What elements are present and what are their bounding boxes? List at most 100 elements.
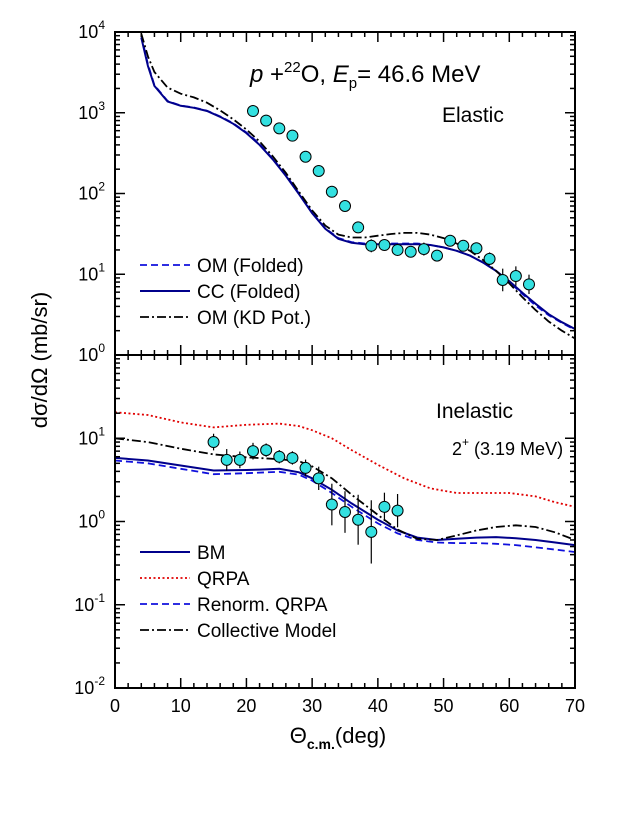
bot-data-point <box>247 442 259 460</box>
bottom-data-points <box>207 433 404 564</box>
xtick-label: 50 <box>434 696 454 716</box>
top-data-point <box>365 239 378 253</box>
top-data-point <box>417 242 430 256</box>
bot-data-point <box>378 492 391 521</box>
top-legend-label: OM (Folded) <box>197 256 304 277</box>
bot-marker <box>273 450 286 463</box>
bot-data-point <box>299 459 312 477</box>
bot-ytick-label: 10-2 <box>74 674 105 698</box>
x-axis-ticks: 0 10 20 30 40 50 60 70 <box>110 32 585 716</box>
top-data-point <box>509 266 522 286</box>
title-plus: + <box>263 61 284 88</box>
bot-marker <box>312 472 325 485</box>
bot-data-point <box>312 466 325 490</box>
top-legend-entry: OM (KD Pot.) <box>140 308 311 329</box>
bot-data-point <box>352 494 365 545</box>
top-marker <box>312 164 325 177</box>
top-ytick-label: 102 <box>78 180 105 204</box>
bot-marker <box>260 444 273 457</box>
top-data-point <box>483 252 496 266</box>
bot-data-point <box>220 449 233 471</box>
top-marker <box>523 278 535 291</box>
top-data-point <box>299 150 312 163</box>
y-axis-label: dσ/dΩ (mb/sr) <box>27 292 52 428</box>
top-marker <box>339 200 351 213</box>
top-legend-entry: CC (Folded) <box>140 282 300 303</box>
bot-series-0-line <box>115 456 575 547</box>
bot-data-point <box>207 433 220 451</box>
bottom-legend: BM QRPA Renorm. QRPA Collective Model <box>140 543 336 642</box>
top-data-point <box>444 234 457 247</box>
top-data-point <box>391 243 404 256</box>
top-marker <box>444 234 457 247</box>
top-marker <box>470 242 483 255</box>
xtick-label: 70 <box>565 696 585 716</box>
top-legend-label: OM (KD Pot.) <box>197 308 311 329</box>
inelastic-label: Inelastic <box>436 400 513 423</box>
top-ytick-label: 103 <box>78 99 105 123</box>
bot-marker <box>365 525 378 538</box>
bot-data-point <box>391 493 404 528</box>
top-ytick-label: 104 <box>78 18 105 42</box>
bot-marker <box>378 500 391 513</box>
elastic-title: p +22O, Ep= 46.6 MeV <box>249 59 481 92</box>
top-marker <box>299 150 312 163</box>
xlabel-sub: c.m. <box>307 736 335 752</box>
top-marker <box>273 122 286 135</box>
bot-legend-entry: Renorm. QRPA <box>140 595 328 616</box>
bot-marker <box>220 453 233 466</box>
xtick-label: 10 <box>171 696 191 716</box>
bot-marker <box>352 513 365 526</box>
top-legend-label: CC (Folded) <box>197 282 300 303</box>
title-Esub: p <box>349 75 357 92</box>
top-data-point <box>286 129 299 142</box>
bot-data-point <box>233 451 246 469</box>
bot-data-point <box>325 483 338 526</box>
top-data-point <box>312 164 325 177</box>
top-legend-entry: OM (Folded) <box>140 256 304 277</box>
title-E: E <box>333 61 350 88</box>
bot-data-point <box>260 443 273 457</box>
top-marker <box>496 273 509 286</box>
top-data-point <box>523 274 535 295</box>
top-ytick-label: 101 <box>78 260 105 284</box>
top-marker <box>378 239 391 252</box>
title-element: O, <box>301 61 333 88</box>
state-text: (3.19 MeV) <box>469 439 563 459</box>
bot-marker <box>207 436 220 449</box>
bot-data-point <box>273 450 286 464</box>
top-data-point <box>457 239 470 252</box>
top-data-point <box>431 249 443 262</box>
top-marker <box>325 185 338 198</box>
state-label: 2+ (3.19 MeV) <box>452 435 563 459</box>
top-marker <box>260 114 273 127</box>
bot-legend-label: BM <box>197 543 226 564</box>
top-data-point <box>339 200 351 213</box>
bot-data-point <box>339 491 351 533</box>
top-marker <box>404 245 417 258</box>
top-marker <box>365 239 378 252</box>
elastic-label: Elastic <box>442 104 504 127</box>
title-energy: = 46.6 MeV <box>357 61 480 88</box>
bot-marker <box>325 498 338 511</box>
bot-marker <box>247 445 259 458</box>
top-data-point <box>352 221 365 234</box>
top-marker <box>352 221 365 234</box>
top-data-point <box>260 114 273 127</box>
title-p: p <box>249 61 263 88</box>
bot-data-point <box>365 500 378 564</box>
bottom-panel: 10-2 10-1 100 101 Inelastic 2+ (3.19 MeV) B… <box>74 354 575 698</box>
top-ytick-label: 100 <box>78 341 105 365</box>
bot-series-1-line <box>115 411 575 508</box>
top-panel: 100 101 102 103 104 p +22O, Ep= 46.6 MeV Ela… <box>78 18 575 365</box>
xlabel-theta: Θ <box>290 723 307 748</box>
bottom-frame <box>114 354 576 689</box>
bot-ytick-label: 101 <box>78 424 105 448</box>
top-data-point <box>378 239 391 252</box>
bot-legend-label: Renorm. QRPA <box>197 595 328 616</box>
top-marker <box>417 243 430 256</box>
top-marker <box>391 243 404 256</box>
top-marker <box>431 249 443 262</box>
state-sup: + <box>462 435 469 449</box>
